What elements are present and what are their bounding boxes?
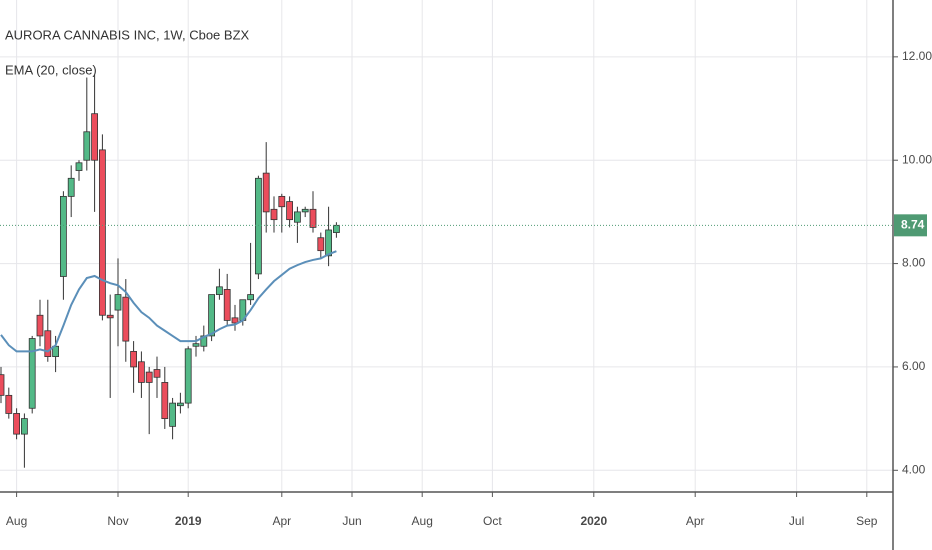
x-tick-label: 2020 xyxy=(580,514,607,528)
candle-body xyxy=(223,289,231,321)
candle-body xyxy=(114,294,122,311)
indicator-label: EMA (20, close) xyxy=(5,62,97,77)
candle-body xyxy=(161,382,169,420)
candle-body xyxy=(106,314,114,319)
candle-body xyxy=(176,402,184,407)
candle-body xyxy=(145,371,153,383)
chart-title: AURORA CANNABIS INC, 1W, Cboe BZX xyxy=(5,27,250,42)
candle-body xyxy=(20,418,28,435)
x-tick-label: Aug xyxy=(6,514,27,528)
grid xyxy=(0,0,893,492)
candle-body xyxy=(122,296,130,342)
candle-body xyxy=(83,131,91,161)
ema-line xyxy=(0,250,337,353)
candle-body xyxy=(28,338,36,409)
candle-body xyxy=(247,294,254,301)
candle-body xyxy=(317,237,325,252)
candle-body xyxy=(0,374,5,396)
candle-body xyxy=(301,208,309,213)
candle-body xyxy=(184,348,192,404)
x-tick-label: Apr xyxy=(686,514,705,528)
candle-body xyxy=(44,330,52,357)
candle-body xyxy=(13,413,20,435)
candle-body xyxy=(231,317,239,324)
x-tick-label: Oct xyxy=(483,514,502,528)
last-price-label: 8.74 xyxy=(901,217,925,231)
candle-body xyxy=(332,224,340,233)
candle-body xyxy=(137,361,145,383)
candle-body xyxy=(36,314,44,337)
candle-body xyxy=(278,195,286,208)
candle-body xyxy=(98,149,106,316)
x-tick-label: Apr xyxy=(272,514,291,528)
x-tick-label: Jun xyxy=(342,514,361,528)
last-price-badge xyxy=(894,214,927,237)
candle-body xyxy=(5,394,13,414)
y-tick-label: 12.00 xyxy=(902,49,932,63)
candle-body xyxy=(309,208,317,228)
candle-body xyxy=(270,208,278,221)
y-tick-label: 8.00 xyxy=(902,256,926,270)
candle-body xyxy=(153,369,161,378)
candle-body xyxy=(91,113,98,161)
x-tick-label: Sep xyxy=(856,514,878,528)
candle-body xyxy=(169,402,176,427)
candle-body xyxy=(208,294,215,337)
y-tick-label: 10.00 xyxy=(902,152,932,166)
candle-body xyxy=(192,343,200,347)
candle-body xyxy=(67,177,75,197)
candle-body xyxy=(215,286,223,295)
candle-body xyxy=(286,201,293,221)
candle-body xyxy=(75,162,83,171)
candle-body xyxy=(262,172,270,213)
x-tick-label: Jul xyxy=(789,514,804,528)
x-tick-label: Nov xyxy=(107,514,128,528)
y-tick-label: 6.00 xyxy=(902,359,926,373)
candle-body xyxy=(254,177,262,275)
plot xyxy=(0,74,893,468)
candle-body xyxy=(130,351,137,368)
x-tick-label: Aug xyxy=(412,514,433,528)
candle-body xyxy=(325,229,332,257)
y-tick-label: 4.00 xyxy=(902,462,926,476)
x-tick-label: 2019 xyxy=(175,514,202,528)
candle-body xyxy=(293,211,301,223)
candle-body xyxy=(59,195,67,277)
